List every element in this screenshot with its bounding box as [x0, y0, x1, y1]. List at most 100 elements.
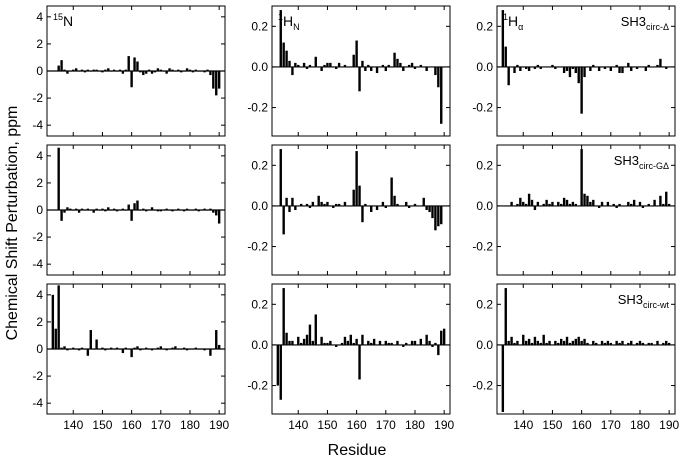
bar-139 [294, 205, 297, 210]
bar-177 [630, 340, 633, 345]
panel-0-1: -0.2 0.0 0.2 1HN [247, 5, 451, 137]
y-tick-label: -0.2 [472, 379, 493, 393]
bar-148 [320, 336, 323, 345]
bar-139 [69, 208, 72, 210]
x-tick-label: 190 [209, 418, 229, 432]
y-tick-label: 4 [36, 288, 43, 302]
bar-series [501, 288, 671, 412]
bar-138 [516, 340, 519, 345]
panel-grid: -4 -2 0 2 4 15N -0.2 0.0 0.2 1HN -0.2 0.0 0.2 1Hα SH3c… [32, 5, 679, 432]
bar-169 [381, 201, 385, 206]
y-tick-label: 0.2 [251, 297, 268, 311]
bar-143 [80, 69, 84, 71]
bar-142 [77, 349, 81, 351]
bar-150 [101, 71, 104, 73]
panel-1-1: -0.2 0.0 0.2 [247, 144, 451, 276]
bar-135 [282, 42, 285, 67]
bar-188 [437, 66, 440, 88]
bar-139 [294, 62, 297, 67]
bar-145 [311, 201, 315, 206]
y-tick-label: 2 [36, 37, 43, 51]
bar-167 [600, 340, 604, 345]
bar-144 [308, 324, 312, 345]
bar-172 [390, 342, 393, 345]
bar-135 [507, 66, 510, 86]
bar-162 [136, 346, 139, 349]
bar-185 [203, 349, 206, 351]
bar-174 [396, 340, 399, 345]
bar-181 [191, 71, 195, 73]
bar-173 [618, 342, 621, 345]
bar-182 [194, 208, 198, 210]
bar-170 [384, 205, 387, 208]
bar-177 [405, 201, 408, 206]
bar-138 [516, 64, 519, 67]
bar-180 [638, 201, 642, 206]
y-tick-label: -2 [32, 230, 43, 244]
bar-155 [565, 336, 569, 345]
bar-167 [150, 71, 154, 74]
bar-147 [542, 203, 545, 206]
bar-134 [504, 46, 507, 67]
bar-146 [314, 314, 317, 345]
bar-165 [370, 342, 373, 345]
bar-series [57, 56, 221, 96]
bar-161 [358, 185, 361, 206]
bar-158 [124, 347, 127, 349]
bar-159 [577, 336, 580, 345]
bar-154 [562, 197, 566, 206]
bar-141 [524, 340, 528, 345]
bar-154 [562, 66, 566, 74]
y-tick-label: -0.2 [472, 101, 493, 115]
bar-133 [51, 294, 55, 349]
bar-140 [297, 64, 300, 67]
bar-158 [574, 338, 577, 345]
y-tick-label: -0.2 [472, 240, 493, 254]
bar-159 [577, 66, 580, 84]
panel-0-2: -0.2 0.0 0.2 1Hα SH3circ-Δ [472, 5, 676, 137]
bar-187 [209, 71, 212, 76]
bar-184 [650, 342, 653, 345]
bar-151 [329, 62, 332, 67]
bar-160 [130, 210, 133, 221]
bar-173 [168, 68, 171, 71]
bar-138 [66, 349, 69, 351]
y-tick-label: 0 [36, 342, 43, 356]
bar-143 [80, 347, 84, 349]
x-tick-label: 160 [122, 418, 142, 432]
bar-172 [615, 205, 618, 208]
bar-179 [185, 208, 189, 210]
x-tick-label: 180 [180, 418, 200, 432]
bar-145 [86, 208, 90, 210]
y-tick-label: 0.0 [476, 60, 493, 74]
bar-137 [288, 205, 291, 213]
bar-138 [66, 207, 69, 210]
bar-161 [133, 203, 136, 210]
bar-160 [580, 66, 583, 114]
bar-145 [311, 340, 315, 345]
bar-140 [522, 334, 525, 345]
bar-174 [171, 69, 174, 71]
bar-152 [557, 342, 560, 345]
bar-157 [121, 208, 125, 210]
bar-163 [364, 203, 367, 206]
bar-161 [133, 347, 136, 349]
bar-173 [393, 52, 396, 67]
x-tick-label: 140 [63, 418, 83, 432]
bar-177 [630, 203, 633, 206]
panel-1-0: -4 -2 0 2 4 [32, 144, 226, 276]
bar-154 [562, 340, 566, 345]
bar-170 [159, 210, 162, 212]
axes-frame [271, 283, 451, 415]
bar-173 [618, 203, 621, 206]
bar-155 [340, 342, 344, 345]
bar-170 [159, 346, 162, 349]
bar-183 [647, 203, 650, 206]
bar-161 [583, 66, 586, 78]
x-tick-label: 150 [92, 418, 112, 432]
bar-168 [153, 71, 157, 73]
bar-182 [194, 347, 198, 349]
bar-164 [367, 64, 370, 67]
bar-136 [285, 50, 288, 67]
bar-140 [297, 336, 300, 345]
